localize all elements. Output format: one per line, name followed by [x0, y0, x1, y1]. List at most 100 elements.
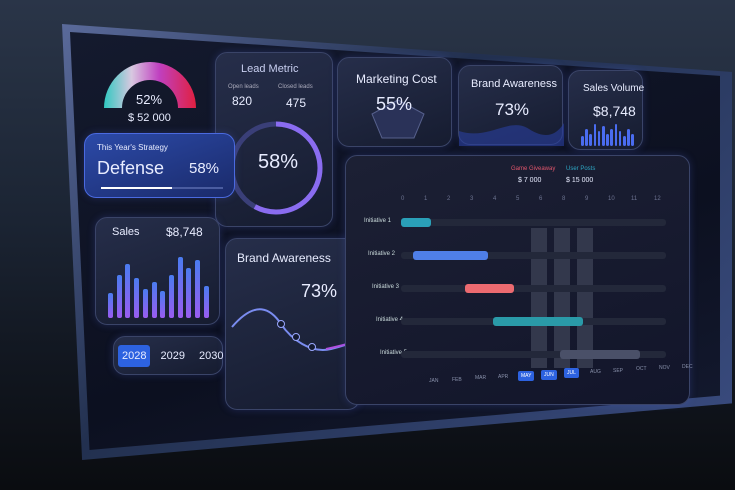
brand-awareness-title: Brand Awareness [237, 251, 331, 265]
line-point [308, 343, 316, 351]
sales-volume-bar [593, 123, 597, 146]
initiative-track [401, 351, 666, 358]
brand-awareness-value: 73% [301, 281, 338, 301]
marketing-cost-card: Marketing Cost 55% [337, 57, 452, 147]
gauge-amount: $ 52 000 [128, 112, 171, 124]
sales-bar [142, 289, 148, 318]
strategy-progress [101, 187, 223, 189]
lead-metric-title: Lead Metric [241, 63, 299, 75]
sales-volume-bar [618, 131, 622, 146]
brand-awareness-top-value: 73% [495, 100, 530, 119]
sales-volume-title: Sales Volume [583, 83, 645, 94]
month-dec[interactable]: DEC [682, 363, 693, 370]
strategy-card[interactable]: This Year's Strategy Defense 58% [84, 133, 235, 198]
line-point [277, 320, 285, 328]
gauge-widget: 52% $ 52 000 [100, 50, 200, 130]
gauge-arc [104, 62, 196, 108]
sales-title: Sales [112, 226, 140, 238]
month-jun[interactable]: JUN [541, 369, 557, 380]
year-option-2029[interactable]: 2029 [160, 350, 185, 362]
axis-tick: 10 [608, 196, 615, 202]
legend-user-posts-amount: $ 15 000 [566, 177, 594, 184]
sales-volume-value: $8,748 [593, 103, 636, 119]
sales-bar [125, 264, 131, 318]
year-option-2028[interactable]: 2028 [118, 345, 151, 367]
sales-volume-bar [627, 128, 630, 146]
axis-tick: 2 [447, 196, 451, 202]
sales-volume-bar [623, 136, 626, 146]
month-apr[interactable]: APR [498, 374, 509, 381]
sales-volume-bars [581, 121, 636, 146]
sales-bar [203, 285, 209, 318]
sales-value: $8,748 [166, 225, 203, 239]
sales-volume-card: Sales Volume $8,748 [568, 70, 645, 150]
sales-volume-bar [581, 136, 584, 146]
sales-volume-bar [610, 128, 613, 146]
sales-volume-bar [589, 133, 592, 146]
brand-awareness-top-title: Brand Awareness [471, 78, 558, 90]
strategy-label: This Year's Strategy [97, 143, 168, 152]
year-selector: 2028 2029 2030 [113, 336, 223, 375]
legend-game-giveaway-amount: $ 7 000 [518, 177, 542, 184]
month-mar[interactable]: MAR [475, 375, 487, 382]
highlight-column [554, 228, 570, 368]
closed-leads-value: 475 [286, 96, 307, 110]
initiative-bar[interactable] [412, 251, 489, 260]
axis-tick: 4 [493, 196, 497, 202]
initiative-bar[interactable] [401, 218, 431, 227]
lead-ring-percent: 58% [258, 151, 299, 173]
month-may[interactable]: MAY [518, 370, 535, 381]
legend-user-posts: User Posts [566, 166, 596, 172]
axis-tick: 0 [401, 196, 405, 202]
axis-tick: 8 [562, 196, 566, 202]
strategy-name: Defense [97, 158, 165, 178]
wave-chart [459, 123, 564, 146]
year-option-2030[interactable]: 2030 [198, 350, 224, 362]
lead-metric-card: Lead Metric Open leads 820 Closed leads … [215, 52, 333, 227]
initiative-label: Initiative 1 [364, 218, 392, 224]
brand-awareness-top-card: Brand Awareness 73% [458, 65, 564, 146]
open-leads-label: Open leads [228, 84, 259, 90]
gauge-percent: 52% [136, 92, 163, 107]
strategy-value: 58% [189, 160, 220, 177]
initiative-label: Initiative 4 [376, 317, 404, 323]
closed-leads-label: Closed leads [278, 84, 313, 90]
axis-tick: 5 [516, 196, 520, 202]
month-sep[interactable]: SEP [613, 367, 624, 374]
initiative-track [401, 219, 666, 226]
highlight-column [531, 228, 547, 368]
axis-tick: 6 [539, 196, 543, 202]
sales-volume-bar [631, 133, 634, 146]
axis-tick: 12 [654, 196, 661, 202]
sales-bar [186, 267, 192, 318]
axis-tick: 1 [424, 196, 428, 202]
sales-bar [134, 278, 140, 318]
axis-tick: 9 [585, 196, 589, 202]
sales-bar [116, 274, 122, 318]
month-aug[interactable]: AUG [590, 368, 601, 375]
month-nov[interactable]: NOV [659, 365, 670, 371]
open-leads-value: 820 [232, 94, 253, 108]
axis-tick: 11 [631, 196, 638, 202]
sales-volume-bar [597, 131, 601, 146]
sales-volume-bar [606, 133, 609, 146]
month-oct[interactable]: OCT [636, 366, 647, 373]
sales-volume-bar [614, 123, 618, 146]
sales-bar [195, 260, 200, 318]
sales-bar-chart [108, 246, 212, 318]
gantt-card: Game Giveaway $ 7 000 User Posts $ 15 00… [345, 155, 693, 405]
sales-volume-bar [585, 128, 588, 146]
brand-awareness-card: Brand Awareness 73% [225, 238, 361, 410]
line-point [292, 333, 300, 341]
sales-bar [108, 292, 113, 318]
highlight-column [577, 228, 593, 368]
month-jan[interactable]: JAN [429, 378, 439, 384]
month-jul[interactable]: JUL [564, 368, 579, 379]
initiative-bar[interactable] [465, 284, 514, 293]
marketing-cost-value: 55% [376, 94, 413, 114]
initiative-label: Initiative 5 [380, 350, 408, 356]
initiative-bar[interactable] [559, 350, 641, 359]
month-feb[interactable]: FEB [452, 376, 462, 383]
initiative-label: Initiative 2 [368, 251, 396, 257]
initiative-bar[interactable] [493, 317, 583, 326]
